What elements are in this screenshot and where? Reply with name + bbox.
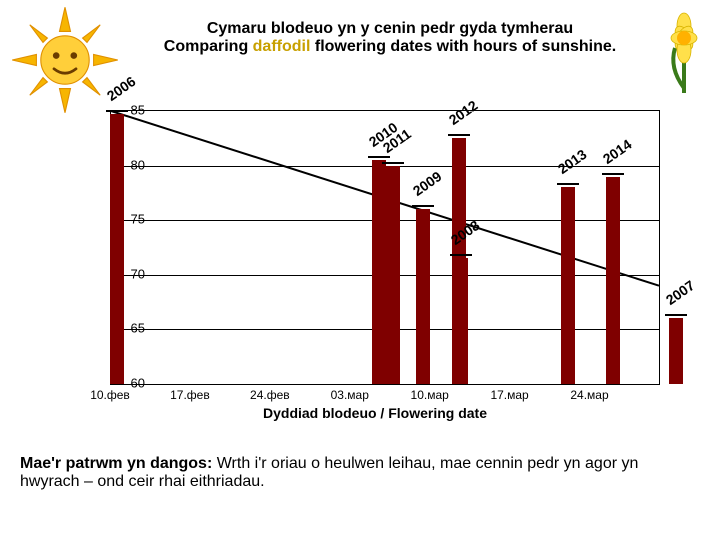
x-tick-label: 17.фев bbox=[170, 388, 210, 402]
year-label: 2013 bbox=[554, 146, 589, 177]
x-tick-label: 24.фев bbox=[250, 388, 290, 402]
bar bbox=[110, 114, 124, 384]
chart-title: Cymaru blodeuo yn y cenin pedr gyda tymh… bbox=[130, 20, 650, 56]
daffodil-icon bbox=[657, 8, 712, 98]
title-line2-accent: daffodil bbox=[253, 38, 311, 55]
title-line2-after: flowering dates with hours of sunshine. bbox=[310, 38, 616, 55]
bar bbox=[454, 258, 468, 384]
bar bbox=[606, 177, 620, 384]
bar bbox=[372, 160, 386, 384]
bar-cap bbox=[665, 314, 687, 316]
bar-cap bbox=[368, 156, 390, 158]
sun-icon bbox=[10, 5, 120, 115]
caption-lead: Mae'r patrwm yn dangos: bbox=[20, 455, 212, 472]
title-line2-before: Comparing bbox=[164, 38, 253, 55]
year-label: 2012 bbox=[446, 97, 481, 128]
title-line2: Comparing daffodil flowering dates with … bbox=[130, 38, 650, 56]
x-tick-label: 10.фев bbox=[90, 388, 130, 402]
y-tick-label: 70 bbox=[115, 266, 145, 281]
bar-cap bbox=[412, 205, 434, 207]
y-tick-label: 65 bbox=[115, 321, 145, 336]
bar-cap bbox=[602, 173, 624, 175]
x-tick-label: 24.мар bbox=[570, 388, 608, 402]
bar-cap bbox=[557, 183, 579, 185]
caption: Mae'r patrwm yn dangos: Wrth i'r oriau o… bbox=[20, 455, 700, 491]
bar-cap bbox=[448, 134, 470, 136]
year-label: 2014 bbox=[600, 136, 635, 167]
plot-area: 200620102011200920122008201320142007 bbox=[110, 110, 660, 385]
bar-cap bbox=[382, 162, 404, 164]
year-label: 2009 bbox=[409, 168, 444, 199]
year-label: 2007 bbox=[663, 278, 698, 309]
chart: Oriau o haul / Hours of sunshine 2006201… bbox=[80, 100, 670, 420]
x-axis-title: Dyddiad blodeuo / Flowering date bbox=[263, 405, 487, 421]
bar bbox=[669, 318, 683, 384]
y-tick-label: 80 bbox=[115, 157, 145, 172]
x-tick-label: 10.мар bbox=[411, 388, 449, 402]
title-line1: Cymaru blodeuo yn y cenin pedr gyda tymh… bbox=[130, 20, 650, 38]
bar bbox=[416, 209, 430, 384]
bar-cap bbox=[450, 254, 472, 256]
x-tick-label: 17.мар bbox=[490, 388, 528, 402]
bar bbox=[561, 187, 575, 384]
y-tick-label: 85 bbox=[115, 103, 145, 118]
y-tick-label: 75 bbox=[115, 212, 145, 227]
bar bbox=[386, 166, 400, 384]
x-tick-label: 03.мар bbox=[331, 388, 369, 402]
